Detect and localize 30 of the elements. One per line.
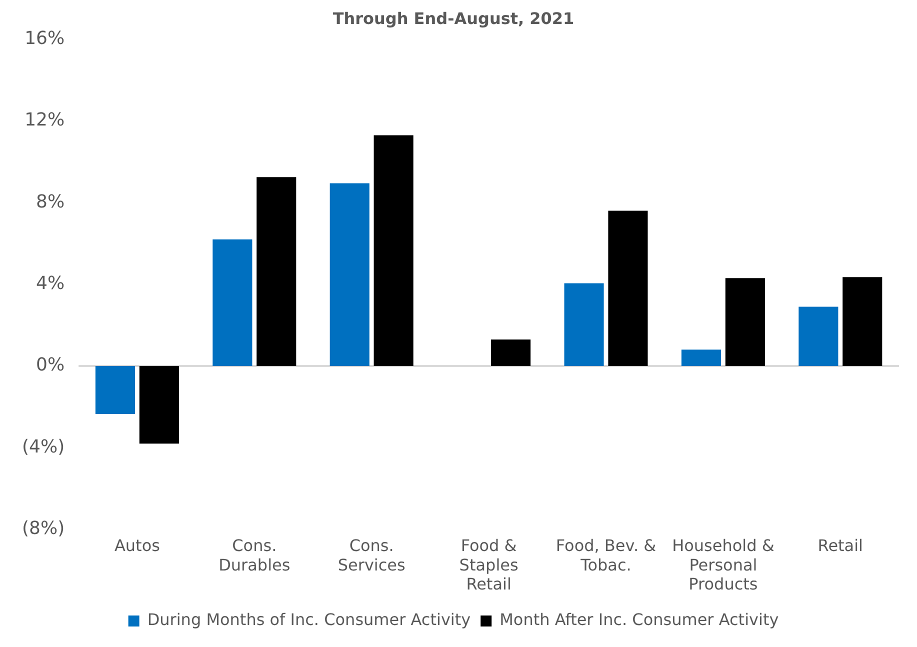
y-tick-label: 8% [36,191,65,212]
y-tick-label: 0% [36,354,65,376]
bar [256,177,296,366]
bar [798,306,838,366]
y-tick-label: 16% [24,28,65,49]
y-tick-label: 12% [24,110,65,131]
y-tick-label: (4%) [22,436,65,458]
bar [681,350,722,366]
legend-label: Month After Inc. Consumer Activity [500,610,779,630]
bar [842,277,882,366]
legend-label: During Months of Inc. Consumer Activity [147,610,471,630]
bar [608,210,648,366]
bar [564,283,604,366]
x-tick-label: Autos [114,536,160,556]
x-tick-label: Cons. Services [338,536,406,574]
bar [491,339,531,366]
bar [139,366,179,444]
x-tick-label: Retail [818,536,864,556]
bar [212,239,252,366]
x-tick-label: Household & Personal Products [672,536,774,594]
bar [374,135,414,366]
chart-title: Through End-August, 2021 [332,8,574,28]
bar [725,278,765,366]
x-tick-label: Food, Bev. & Tobac. [556,536,656,574]
bar [330,183,370,366]
x-tick-label: Cons. Durables [218,536,290,574]
y-tick-label: (8%) [22,518,65,540]
x-tick-label: Food & Staples Retail [459,536,518,594]
bar [95,366,136,414]
y-tick-label: 4% [36,272,65,294]
